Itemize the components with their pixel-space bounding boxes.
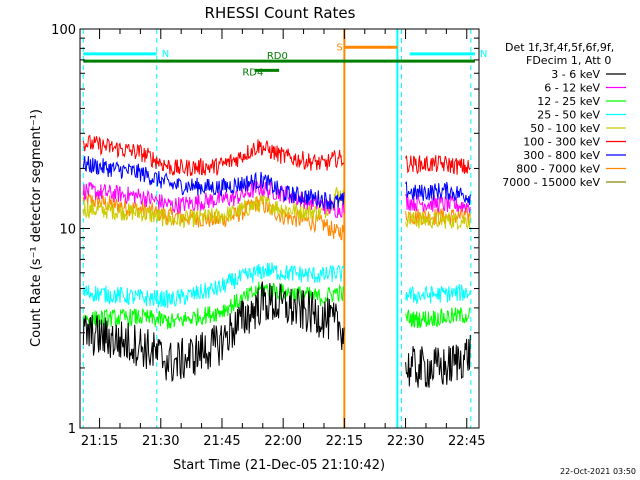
series-line (82, 281, 345, 330)
legend-entry: 800 - 7000 keV (516, 163, 600, 176)
legend-entry: 100 - 300 keV (523, 136, 600, 149)
annotation-label: RD4 (242, 67, 263, 78)
y-tick-label: 1 (68, 422, 76, 437)
y-axis-label: Count Rate (s⁻¹ detector segment⁻¹) (29, 109, 44, 347)
y-tick-label: 10 (59, 223, 76, 238)
legend-entry: 12 - 25 keV (537, 95, 600, 108)
annotation-label: S (336, 42, 342, 53)
legend: Det 1f,3f,4f,5f,6f,9f,FDecim 1, Att 03 -… (502, 41, 626, 189)
x-tick-label: 22:45 (448, 434, 485, 449)
legend-entry: 6 - 12 keV (544, 82, 600, 95)
x-tick-label: 21:45 (203, 434, 240, 449)
series-line (82, 281, 345, 383)
annotation-label: N (480, 49, 487, 60)
series-layer (82, 134, 471, 388)
series-line (82, 262, 345, 309)
series-line (405, 181, 471, 205)
series-line (405, 154, 471, 175)
annotation-layer: N N RD0 RD4 S (83, 42, 487, 78)
footer-date: 22-Oct-2021 03:50 (560, 467, 636, 476)
legend-entry: 50 - 100 keV (530, 122, 600, 135)
annotation-label: N (162, 49, 169, 60)
y-tick-label: 100 (51, 23, 76, 38)
series-line (405, 334, 471, 388)
x-tick-label: 21:30 (142, 434, 179, 449)
series-line (405, 307, 471, 329)
annotation-label: RD0 (267, 51, 288, 62)
x-tick-label: 22:15 (326, 434, 363, 449)
series-line (82, 134, 345, 177)
x-tick-label: 21:15 (81, 434, 118, 449)
series-line (405, 283, 471, 305)
legend-header: Det 1f,3f,4f,5f,6f,9f, (505, 41, 614, 54)
legend-entry: 25 - 50 keV (537, 109, 600, 122)
x-tick-label: 22:00 (264, 434, 301, 449)
series-line (405, 210, 471, 231)
series-line (405, 193, 471, 213)
axis-layer: 1 10 100 21:15 21:30 21:45 22:00 22:15 22:30 22:4… (51, 23, 485, 449)
x-axis-label: Start Time (21-Dec-05 21:10:42) (173, 458, 385, 473)
series-line (82, 179, 345, 219)
legend-entry: 7000 - 15000 keV (502, 176, 600, 189)
chart-title: RHESSI Count Rates (205, 4, 356, 22)
x-tick-label: 22:30 (387, 434, 424, 449)
legend-entry: 300 - 800 keV (523, 149, 600, 162)
legend-entry: 3 - 6 keV (551, 68, 600, 81)
series-line (82, 190, 345, 241)
series-line (82, 156, 345, 210)
legend-header: FDecim 1, Att 0 (526, 54, 611, 67)
